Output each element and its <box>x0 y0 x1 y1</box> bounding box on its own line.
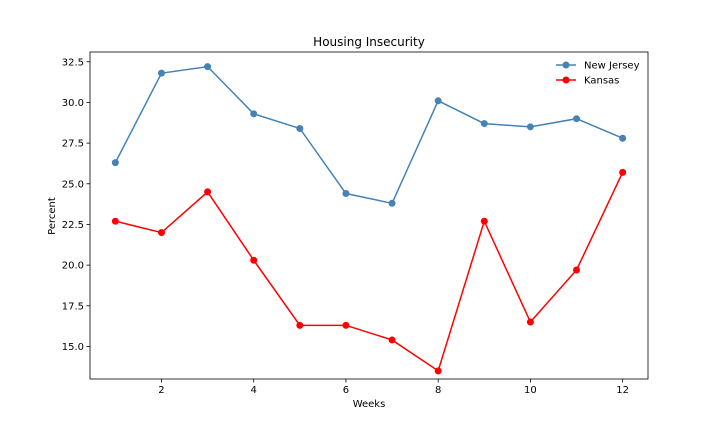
legend: New Jersey Kansas <box>556 61 640 87</box>
legend-label-new-jersey: New Jersey <box>584 61 640 72</box>
data-point-new-jersey <box>204 63 212 71</box>
data-point-kansas <box>573 266 581 274</box>
x-tick-label: 4 <box>251 385 257 396</box>
data-point-new-jersey <box>573 115 581 123</box>
data-point-kansas <box>388 336 396 344</box>
data-point-new-jersey <box>296 124 304 132</box>
y-tick-label: 17.5 <box>62 301 84 312</box>
data-point-kansas <box>526 318 534 326</box>
y-tick-label: 22.5 <box>62 220 84 231</box>
chart-title: Housing Insecurity <box>313 35 425 49</box>
plot-frame <box>89 51 649 380</box>
data-point-kansas <box>296 321 304 329</box>
y-tick-label: 27.5 <box>62 139 84 150</box>
x-tick-label: 6 <box>343 385 349 396</box>
x-tick-label: 2 <box>158 385 164 396</box>
legend-marker-kansas <box>562 76 570 84</box>
y-tick-label: 25.0 <box>62 179 84 190</box>
data-point-kansas <box>434 367 442 375</box>
legend-marker-new-jersey <box>562 61 570 69</box>
data-point-kansas <box>480 217 488 225</box>
data-point-new-jersey <box>250 110 258 118</box>
data-point-new-jersey <box>434 97 442 105</box>
x-tick-label: 10 <box>524 385 537 396</box>
data-point-kansas <box>157 229 165 237</box>
data-point-new-jersey <box>342 190 350 198</box>
data-point-kansas <box>250 256 258 264</box>
series-line-new-jersey <box>114 65 623 205</box>
x-tick-label: 12 <box>616 385 629 396</box>
data-point-new-jersey <box>111 159 119 167</box>
x-tick-label: 8 <box>435 385 441 396</box>
y-tick-label: 15.0 <box>62 342 84 353</box>
plot-area: 2 4 6 8 10 12 15.0 17.5 20.0 22.5 25.0 27.5 30.0 32.5 <box>62 51 649 396</box>
series-line-kansas <box>115 172 624 373</box>
data-point-kansas <box>619 168 627 176</box>
y-tick-label: 20.0 <box>62 261 84 272</box>
data-point-kansas <box>111 217 119 225</box>
y-tick-label: 32.5 <box>62 57 84 68</box>
x-axis-label: Weeks <box>353 399 386 410</box>
data-point-kansas <box>342 321 350 329</box>
data-point-new-jersey <box>526 123 534 131</box>
data-point-new-jersey <box>157 69 165 77</box>
data-point-new-jersey <box>388 199 396 207</box>
y-axis-label: Percent <box>47 197 58 235</box>
y-tick-label: 30.0 <box>62 98 84 109</box>
data-point-new-jersey <box>619 134 627 142</box>
legend-label-kansas: Kansas <box>584 76 619 87</box>
data-point-kansas <box>204 188 212 196</box>
data-point-new-jersey <box>480 120 488 128</box>
